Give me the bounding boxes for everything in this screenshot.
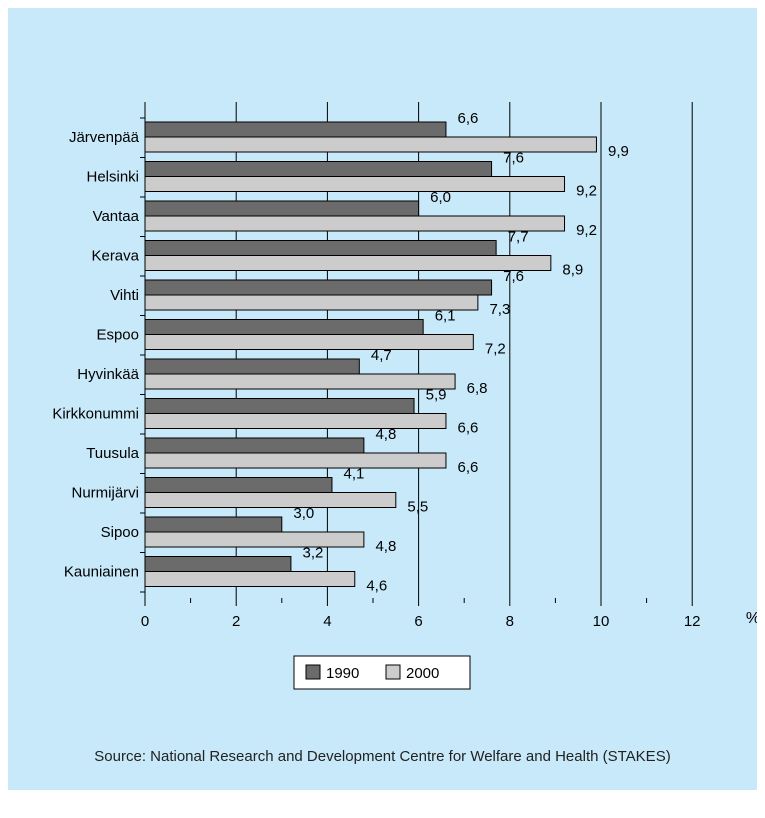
data-label: 7,2: [485, 341, 506, 358]
legend-label-2000: 2000: [406, 665, 439, 682]
bar-2000: [144, 492, 397, 508]
data-label: 6,8: [467, 380, 488, 397]
bar-2000: [144, 413, 447, 429]
bar-2000: [144, 531, 365, 548]
category-label: Vantaa: [93, 208, 140, 225]
bar-1990: [144, 477, 333, 493]
bar-2000: [144, 255, 552, 271]
legend-label-1990: 1990: [326, 665, 359, 682]
source-note: Source: National Research and Developmen…: [94, 748, 671, 765]
data-label: 4,6: [366, 578, 387, 595]
data-label: 3,2: [302, 545, 323, 562]
category-label: Hyvinkää: [77, 366, 139, 383]
data-label: 6,0: [430, 189, 451, 206]
bar-2000: [144, 176, 566, 192]
data-label: 9,2: [576, 222, 597, 239]
chart-panel: 0 2 4 6 8 10 12% Järvenpää 6,6 9,9 Helsinki 7,6 9,2 V…: [8, 8, 757, 790]
x-tick-label: 8: [506, 613, 514, 630]
data-label: 7,6: [503, 268, 524, 285]
bar-2000: [144, 215, 566, 232]
x-tick-label: 12: [684, 613, 701, 630]
category-label: Vihti: [110, 287, 139, 304]
bar-1990: [144, 279, 493, 296]
legend-swatch-1990: [305, 664, 321, 680]
category-label: Sipoo: [101, 524, 139, 541]
category-label: Tuusula: [86, 445, 139, 462]
category-label: Kauniainen: [64, 564, 139, 581]
data-label: 7,6: [503, 150, 524, 167]
bar-1990: [144, 121, 447, 138]
data-label: 4,8: [375, 426, 396, 443]
data-label: 4,7: [371, 347, 392, 364]
x-tick-label: 10: [593, 613, 610, 630]
x-tick-label: 2: [232, 613, 240, 630]
data-label: 4,1: [344, 466, 365, 483]
data-label: 9,9: [608, 143, 629, 160]
data-label: 6,6: [458, 110, 479, 127]
bar-2000: [144, 373, 456, 390]
legend-swatch-2000: [385, 664, 401, 680]
category-label: Kerava: [91, 248, 139, 265]
bar-1990: [144, 516, 283, 533]
x-tick-label: 4: [323, 613, 331, 630]
bar-1990: [144, 319, 424, 335]
data-label: 4,8: [375, 538, 396, 555]
bar-1990: [144, 358, 360, 375]
data-label: 6,6: [458, 420, 479, 437]
category-label: Kirkkonummi: [52, 406, 139, 423]
bar-2000: [144, 334, 474, 350]
bar-2000: [144, 452, 447, 469]
category-label: Nurmijärvi: [72, 485, 140, 502]
bar-1990: [144, 161, 493, 177]
x-tick-label: 6: [414, 613, 422, 630]
bar-1990: [144, 240, 497, 256]
data-label: 5,9: [426, 387, 447, 404]
bar-1990: [144, 200, 420, 217]
data-label: 7,3: [489, 301, 510, 318]
data-label: 6,1: [435, 308, 456, 325]
data-label: 5,5: [407, 499, 428, 516]
category-label: Järvenpää: [69, 129, 140, 146]
bar-2000: [144, 136, 597, 153]
x-unit-label: %: [746, 610, 757, 627]
bar-1990: [144, 556, 292, 572]
bar-1990: [144, 437, 365, 454]
category-label: Espoo: [96, 327, 139, 344]
bar-chart: 0 2 4 6 8 10 12% Järvenpää 6,6 9,9 Helsinki 7,6 9,2 V…: [52, 102, 757, 690]
data-label: 6,6: [458, 459, 479, 476]
bar-1990: [144, 398, 415, 414]
data-label: 8,9: [562, 262, 583, 279]
data-label: 9,2: [576, 183, 597, 200]
data-label: 3,0: [293, 505, 314, 522]
data-label: 7,7: [508, 229, 529, 246]
bar-2000: [144, 571, 356, 587]
category-label: Helsinki: [86, 169, 139, 186]
legend-box: [293, 655, 471, 690]
x-tick-label: 0: [141, 613, 149, 630]
bar-2000: [144, 294, 479, 311]
